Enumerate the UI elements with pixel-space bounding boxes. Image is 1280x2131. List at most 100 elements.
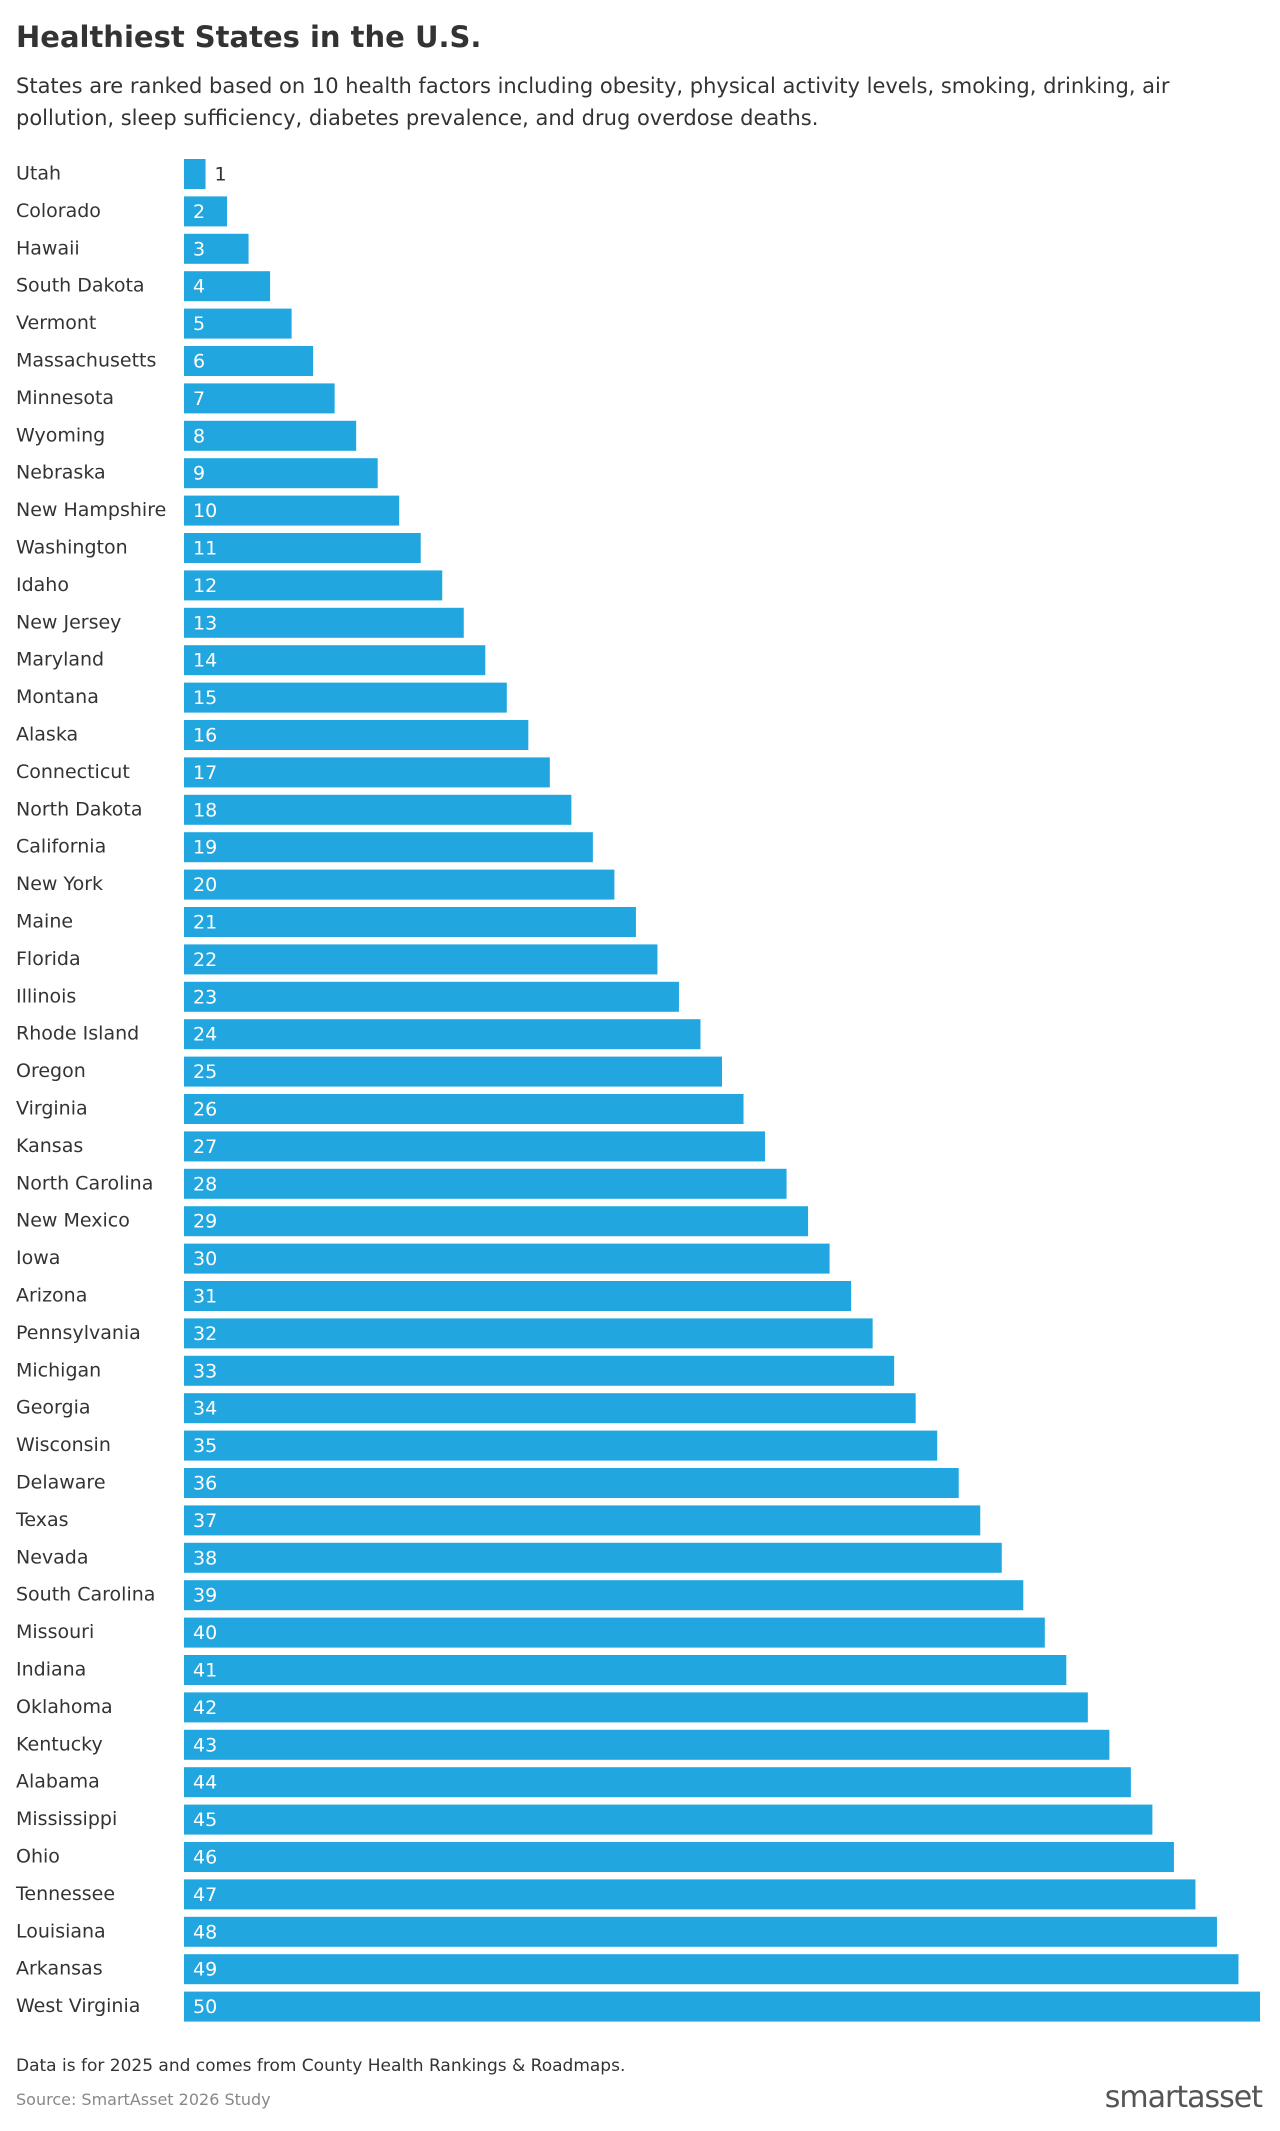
data-label: 46: [193, 1847, 217, 1869]
data-label: 41: [193, 1660, 217, 1682]
bar: [184, 757, 550, 788]
bar: [184, 907, 636, 937]
y-tick-label: Kansas: [16, 1135, 83, 1157]
data-label: 38: [193, 1547, 217, 1569]
data-label: 33: [193, 1360, 217, 1382]
bar: [184, 308, 292, 339]
data-label: 37: [193, 1510, 217, 1532]
y-tick-label: Oklahoma: [16, 1696, 113, 1718]
bar: [184, 1206, 809, 1237]
y-tick-label: California: [16, 836, 106, 858]
bar: [184, 1131, 766, 1162]
bar: [184, 383, 335, 414]
chart-subtitle: States are ranked based on 10 health fac…: [16, 74, 1170, 130]
bar: [184, 1542, 1002, 1573]
bar: [184, 1505, 981, 1536]
y-tick-label: Idaho: [16, 574, 69, 596]
data-label: 21: [193, 912, 217, 934]
data-label: 22: [193, 949, 217, 971]
y-tick-label: Hawaii: [16, 237, 80, 259]
data-label: 47: [193, 1884, 217, 1906]
data-label: 49: [193, 1959, 217, 1981]
data-label: 45: [193, 1809, 217, 1831]
y-tick-label: New Hampshire: [16, 499, 166, 521]
bar: [184, 1168, 787, 1199]
bar: [184, 1243, 830, 1274]
data-label: 3: [193, 238, 205, 260]
data-label: 20: [193, 874, 217, 896]
y-tick-label: Connecticut: [16, 761, 130, 783]
bar: [184, 794, 572, 825]
bar: [184, 159, 206, 189]
data-label: 5: [193, 313, 205, 335]
data-label: 10: [193, 500, 217, 522]
y-tick-label: Pennsylvania: [16, 1322, 141, 1344]
bar: [184, 832, 593, 863]
source: Source: SmartAsset 2026 Study: [16, 2090, 271, 2109]
y-tick-label: Vermont: [16, 312, 96, 334]
y-tick-label: Ohio: [16, 1846, 60, 1868]
data-label: 48: [193, 1921, 217, 1943]
y-tick-label: New Jersey: [16, 611, 121, 633]
data-label: 44: [193, 1772, 217, 1794]
logo: smartasset: [1104, 2080, 1263, 2115]
y-tick-label: Tennessee: [15, 1883, 115, 1905]
bar: [184, 981, 679, 1012]
bar: [184, 1430, 938, 1461]
bar: [184, 1355, 895, 1386]
data-label: 28: [193, 1173, 217, 1195]
y-tick-label: West Virginia: [16, 1995, 140, 2017]
y-tick-label: Alabama: [16, 1771, 100, 1793]
y-tick-label: Kentucky: [16, 1733, 103, 1755]
data-label: 26: [193, 1099, 217, 1121]
y-tick-label: Delaware: [16, 1472, 106, 1494]
y-tick-label: Florida: [16, 948, 81, 970]
y-tick-label: New York: [16, 873, 103, 895]
bar: [184, 1468, 959, 1498]
data-label: 39: [193, 1585, 217, 1607]
y-tick-label: New Mexico: [16, 1210, 130, 1232]
bar: [184, 682, 507, 713]
y-tick-label: South Dakota: [16, 275, 145, 297]
data-label: 29: [193, 1211, 217, 1233]
y-tick-label: Arizona: [16, 1285, 87, 1307]
data-label: 14: [193, 650, 217, 672]
y-tick-label: Alaska: [16, 724, 78, 746]
data-label: 1: [215, 164, 227, 186]
bar: [184, 1580, 1024, 1611]
data-label: 24: [193, 1024, 217, 1046]
bar: [184, 495, 400, 526]
bar: [184, 1804, 1153, 1835]
bar: [184, 196, 228, 227]
bar: [184, 346, 314, 376]
bar: [184, 1281, 852, 1311]
y-tick-label: Wyoming: [16, 424, 105, 446]
y-tick-label: Wisconsin: [16, 1434, 111, 1456]
y-tick-label: Maryland: [16, 649, 104, 671]
bar: [184, 1019, 701, 1050]
y-tick-label: Louisiana: [16, 1920, 106, 1942]
data-label: 23: [193, 986, 217, 1008]
y-tick-label: Montana: [16, 686, 99, 708]
bar: [184, 1393, 916, 1424]
data-label: 43: [193, 1734, 217, 1756]
data-label: 8: [193, 425, 205, 447]
data-label: 13: [193, 612, 217, 634]
data-label: 7: [193, 388, 205, 410]
bar: [184, 570, 443, 601]
y-tick-label: Texas: [15, 1509, 69, 1531]
y-tick-label: Mississippi: [16, 1808, 117, 1830]
y-tick-label: Arkansas: [16, 1958, 103, 1980]
y-tick-label: Georgia: [16, 1397, 91, 1419]
chart-title: Healthiest States in the U.S.: [16, 20, 482, 54]
bar: [184, 1954, 1239, 1985]
data-label: 12: [193, 575, 217, 597]
bar: [184, 645, 486, 676]
data-label: 40: [193, 1622, 217, 1644]
bar: [184, 1056, 722, 1087]
data-label: 15: [193, 687, 217, 709]
bar: [184, 420, 357, 451]
bar: [184, 1991, 1260, 2022]
